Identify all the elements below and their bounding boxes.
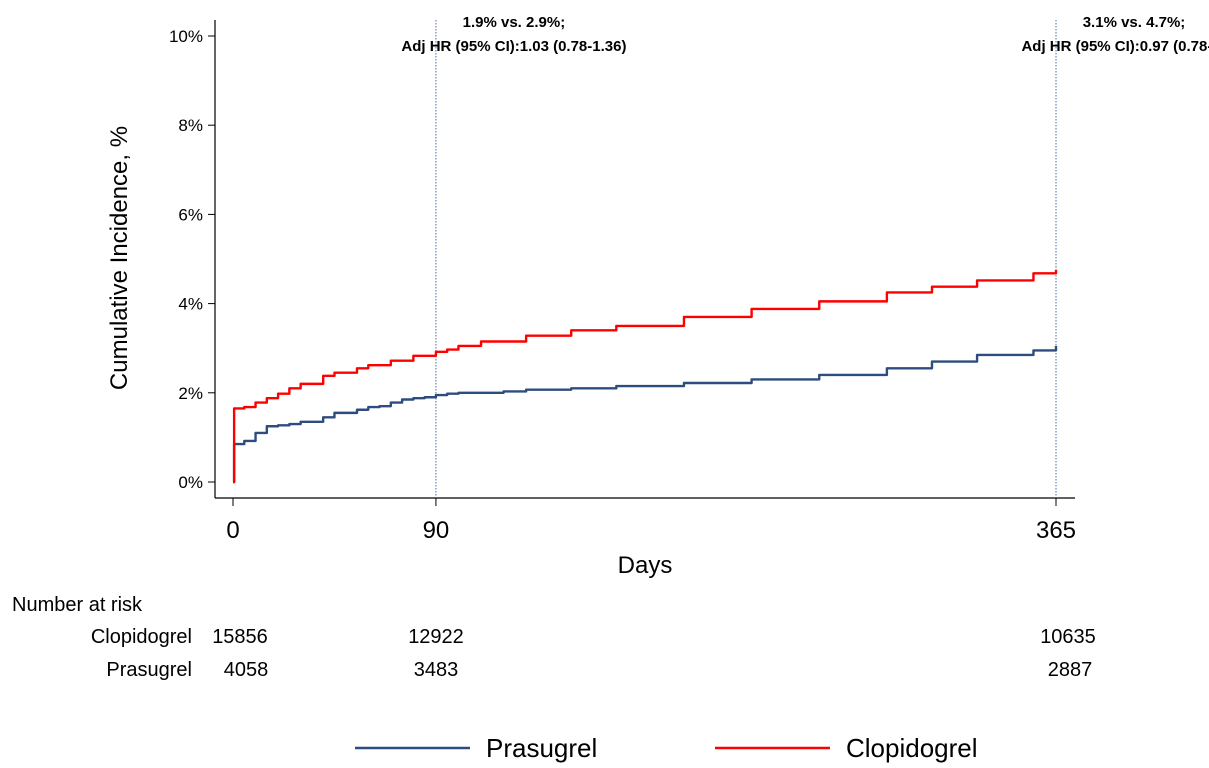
legend: Prasugrel Clopidogrel: [355, 733, 978, 763]
y-tick-label: 8%: [178, 116, 203, 135]
annotation-line-2: Adj HR (95% CI):0.97 (0.78-1.22): [1021, 38, 1209, 55]
reference-lines: [435, 20, 1057, 498]
risk-table: Number at risk Clopidogrel 15856 12922 1…: [12, 594, 1096, 681]
y-axis-title: Cumulative Incidence, %: [106, 126, 133, 390]
x-axis-title: Days: [618, 552, 673, 579]
risk-table-title: Number at risk: [12, 594, 143, 616]
x-ticks: 0 90 365: [226, 498, 1076, 544]
y-tick-label: 4%: [178, 295, 203, 314]
series-line-clopidogrel: [232, 270, 1058, 484]
series-lines: [232, 270, 1058, 484]
annotations: 1.9% vs. 2.9%; Adj HR (95% CI):1.03 (0.78…: [401, 14, 1209, 55]
y-tick-label: 10%: [169, 27, 203, 46]
legend-label-prasugrel: Prasugrel: [486, 733, 597, 763]
series-line-prasugrel: [232, 345, 1058, 484]
x-tick-label: 0: [226, 517, 239, 544]
risk-value-prasugrel-90: 3483: [414, 659, 459, 681]
annotation-line-2: Adj HR (95% CI):1.03 (0.78-1.36): [401, 38, 626, 55]
risk-value-prasugrel-365: 2887: [1048, 659, 1093, 681]
risk-value-clopidogrel-0: 15856: [212, 626, 268, 648]
annotation-line-1: 1.9% vs. 2.9%;: [463, 14, 566, 31]
risk-row-label-clopidogrel: Clopidogrel: [91, 626, 192, 648]
risk-value-prasugrel-0: 4058: [224, 659, 269, 681]
risk-value-clopidogrel-90: 12922: [408, 626, 464, 648]
risk-value-clopidogrel-365: 10635: [1040, 626, 1096, 648]
legend-label-clopidogrel: Clopidogrel: [846, 733, 978, 763]
y-tick-label: 2%: [178, 384, 203, 403]
risk-row-label-prasugrel: Prasugrel: [106, 659, 192, 681]
y-ticks: 0% 2% 4% 6% 8% 10%: [169, 27, 215, 492]
y-tick-label: 6%: [178, 205, 203, 224]
x-tick-label: 90: [423, 517, 450, 544]
y-tick-label: 0%: [178, 473, 203, 492]
annotation-line-1: 3.1% vs. 4.7%;: [1083, 14, 1186, 31]
x-tick-label: 365: [1036, 517, 1076, 544]
